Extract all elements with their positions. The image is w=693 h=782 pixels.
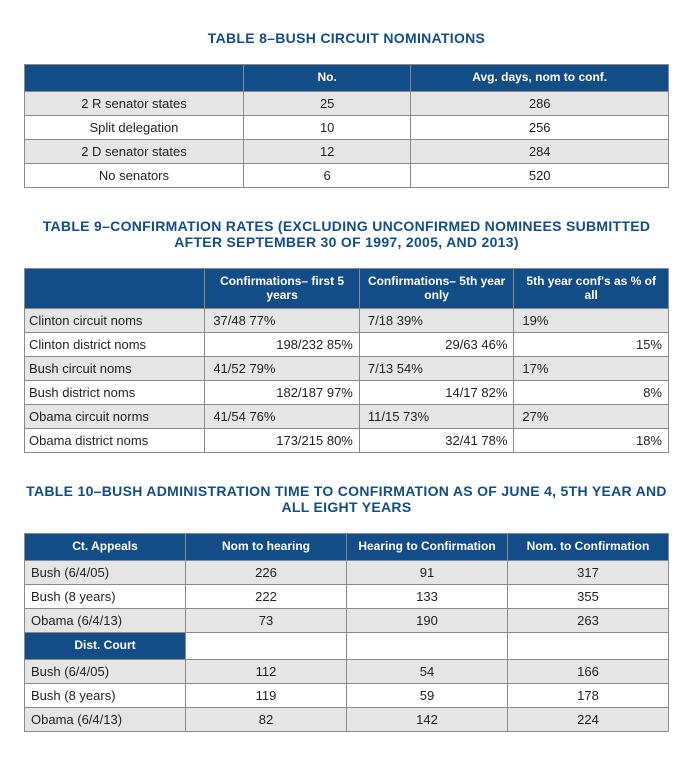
table8-title: TABLE 8–BUSH CIRCUIT NOMINATIONS bbox=[24, 30, 669, 46]
table-row: Obama circuit norms 41/54 76% 11/15 73% … bbox=[25, 405, 669, 429]
cell: 263 bbox=[508, 609, 669, 633]
table10: Ct. Appeals Nom to hearing Hearing to Co… bbox=[24, 533, 669, 732]
cell bbox=[186, 633, 347, 660]
cell: 7/13 54% bbox=[359, 357, 514, 381]
cell: 25 bbox=[243, 91, 410, 115]
cell: 284 bbox=[411, 139, 669, 163]
table9-col3: 5th year conf's as % of all bbox=[514, 268, 669, 309]
cell: Bush district noms bbox=[25, 381, 205, 405]
cell: 29/63 46% bbox=[359, 333, 514, 357]
cell: 59 bbox=[347, 683, 508, 707]
cell: 14/17 82% bbox=[359, 381, 514, 405]
cell: 2 D senator states bbox=[25, 139, 244, 163]
cell: 41/52 79% bbox=[205, 357, 360, 381]
cell: Bush (6/4/05) bbox=[25, 561, 186, 585]
cell: 133 bbox=[347, 585, 508, 609]
cell: 17% bbox=[514, 357, 669, 381]
table-row: Bush (6/4/05) 226 91 317 bbox=[25, 561, 669, 585]
table9-col2: Confirmations– 5th year only bbox=[359, 268, 514, 309]
cell: Obama circuit norms bbox=[25, 405, 205, 429]
cell: 178 bbox=[508, 683, 669, 707]
cell: 166 bbox=[508, 659, 669, 683]
table-row: Bush circuit noms 41/52 79% 7/13 54% 17% bbox=[25, 357, 669, 381]
table8-col0 bbox=[25, 65, 244, 92]
table10-col1: Nom to hearing bbox=[186, 534, 347, 561]
table8: No. Avg. days, nom to conf. 2 R senator … bbox=[24, 64, 669, 188]
cell bbox=[347, 633, 508, 660]
cell: Split delegation bbox=[25, 115, 244, 139]
table-row: Bush district noms 182/187 97% 14/17 82%… bbox=[25, 381, 669, 405]
table9-col1: Confirmations– first 5 years bbox=[205, 268, 360, 309]
cell: 142 bbox=[347, 707, 508, 731]
cell: 317 bbox=[508, 561, 669, 585]
cell: 198/232 85% bbox=[205, 333, 360, 357]
table10-section2-header: Dist. Court bbox=[25, 633, 186, 660]
cell: 119 bbox=[186, 683, 347, 707]
table10-section1-header: Ct. Appeals bbox=[25, 534, 186, 561]
table-row: Clinton district noms 198/232 85% 29/63 … bbox=[25, 333, 669, 357]
cell: 54 bbox=[347, 659, 508, 683]
cell: 27% bbox=[514, 405, 669, 429]
cell bbox=[508, 633, 669, 660]
cell: 15% bbox=[514, 333, 669, 357]
cell: 182/187 97% bbox=[205, 381, 360, 405]
cell: 224 bbox=[508, 707, 669, 731]
cell: Obama (6/4/13) bbox=[25, 609, 186, 633]
table-row: 2 R senator states 25 286 bbox=[25, 91, 669, 115]
cell: 41/54 76% bbox=[205, 405, 360, 429]
cell: 222 bbox=[186, 585, 347, 609]
table-row: Split delegation 10 256 bbox=[25, 115, 669, 139]
table8-col1: No. bbox=[243, 65, 410, 92]
table10-col3: Nom. to Confirmation bbox=[508, 534, 669, 561]
table-row: Obama (6/4/13) 82 142 224 bbox=[25, 707, 669, 731]
cell: 7/18 39% bbox=[359, 309, 514, 333]
cell: 286 bbox=[411, 91, 669, 115]
table-row: No senators 6 520 bbox=[25, 163, 669, 187]
table-row: Clinton circuit noms 37/48 77% 7/18 39% … bbox=[25, 309, 669, 333]
table9-title: TABLE 9–CONFIRMATION RATES (EXCLUDING UN… bbox=[24, 218, 669, 250]
cell: 12 bbox=[243, 139, 410, 163]
cell: 19% bbox=[514, 309, 669, 333]
table9: Confirmations– first 5 years Confirmatio… bbox=[24, 268, 669, 454]
cell: 32/41 78% bbox=[359, 429, 514, 453]
table9-col0 bbox=[25, 268, 205, 309]
cell: 2 R senator states bbox=[25, 91, 244, 115]
cell: 11/15 73% bbox=[359, 405, 514, 429]
cell: 256 bbox=[411, 115, 669, 139]
table-row: Obama (6/4/13) 73 190 263 bbox=[25, 609, 669, 633]
cell: 10 bbox=[243, 115, 410, 139]
cell: 73 bbox=[186, 609, 347, 633]
cell: 6 bbox=[243, 163, 410, 187]
cell: 91 bbox=[347, 561, 508, 585]
cell: 173/215 80% bbox=[205, 429, 360, 453]
cell: No senators bbox=[25, 163, 244, 187]
cell: Bush (8 years) bbox=[25, 683, 186, 707]
cell: 226 bbox=[186, 561, 347, 585]
table10-col2: Hearing to Confirmation bbox=[347, 534, 508, 561]
table-row: 2 D senator states 12 284 bbox=[25, 139, 669, 163]
table-row: Obama district noms 173/215 80% 32/41 78… bbox=[25, 429, 669, 453]
cell: Clinton circuit noms bbox=[25, 309, 205, 333]
table-row: Bush (8 years) 119 59 178 bbox=[25, 683, 669, 707]
table-row: Bush (6/4/05) 112 54 166 bbox=[25, 659, 669, 683]
cell: Obama district noms bbox=[25, 429, 205, 453]
table-row: Bush (8 years) 222 133 355 bbox=[25, 585, 669, 609]
cell: Bush (6/4/05) bbox=[25, 659, 186, 683]
cell: 18% bbox=[514, 429, 669, 453]
cell: Obama (6/4/13) bbox=[25, 707, 186, 731]
cell: 190 bbox=[347, 609, 508, 633]
table8-col2: Avg. days, nom to conf. bbox=[411, 65, 669, 92]
cell: 37/48 77% bbox=[205, 309, 360, 333]
cell: 355 bbox=[508, 585, 669, 609]
cell: 82 bbox=[186, 707, 347, 731]
cell: 112 bbox=[186, 659, 347, 683]
cell: Clinton district noms bbox=[25, 333, 205, 357]
cell: Bush (8 years) bbox=[25, 585, 186, 609]
cell: Bush circuit noms bbox=[25, 357, 205, 381]
table10-title: TABLE 10–BUSH ADMINISTRATION TIME TO CON… bbox=[24, 483, 669, 515]
cell: 520 bbox=[411, 163, 669, 187]
cell: 8% bbox=[514, 381, 669, 405]
